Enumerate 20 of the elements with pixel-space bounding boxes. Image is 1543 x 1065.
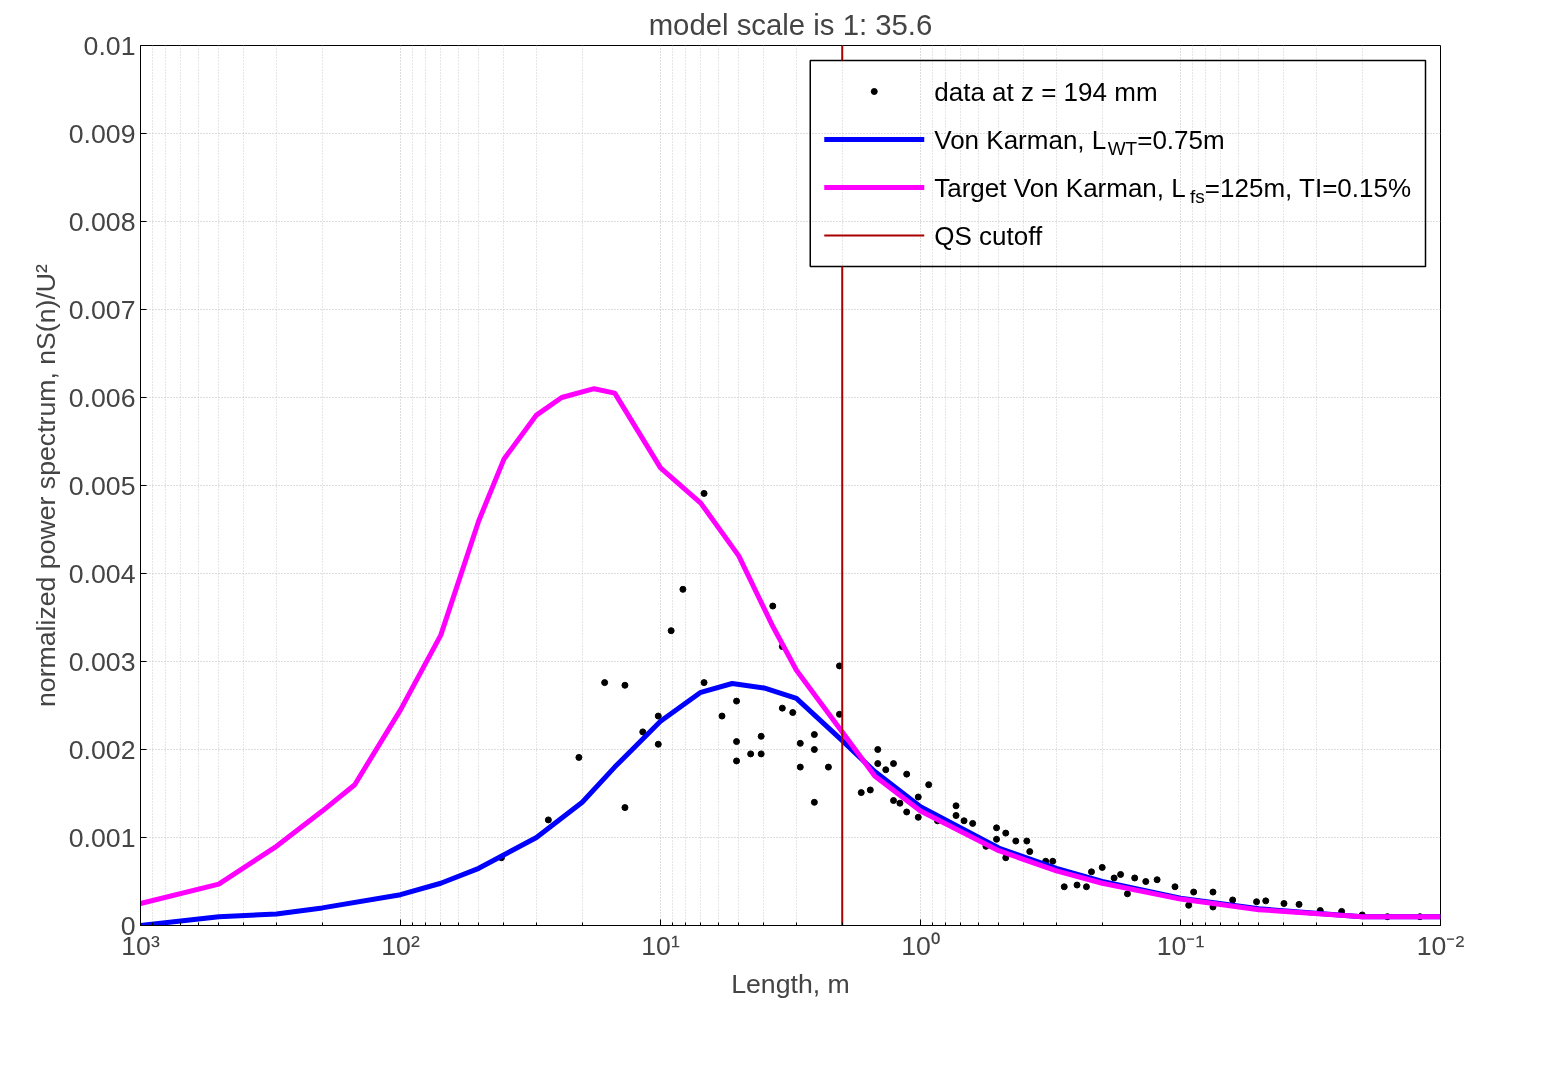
x-tick-label: 10² (381, 930, 420, 961)
y-tick-label: 0.01 (83, 30, 136, 61)
y-tick-label: 0.006 (68, 382, 136, 413)
y-tick-label: 0.009 (68, 118, 136, 149)
x-tick-label: 10¹ (641, 930, 680, 961)
x-tick-label: 10⁻¹ (1156, 930, 1205, 961)
x-axis-title: Length, m (731, 968, 850, 999)
y-tick-label: 0.001 (68, 822, 136, 853)
legend-label: QS cutoff (934, 220, 1043, 251)
y-tick-label: 0.005 (68, 470, 136, 501)
y-tick-label: 0.008 (68, 206, 136, 237)
legend-label: data at z = 194 mm (934, 76, 1158, 107)
x-tick-label: 10⁻² (1416, 930, 1465, 961)
y-axis-title: normalized power spectrum, nS(n)/U² (30, 263, 61, 707)
x-tick-label: 10⁰ (901, 930, 940, 961)
chart-title: model scale is 1: 35.6 (648, 7, 933, 41)
y-tick-label: 0.007 (68, 294, 136, 325)
y-tick-label: 0.003 (68, 646, 136, 677)
y-tick-label: 0.002 (68, 734, 136, 765)
y-tick-label: 0.004 (68, 558, 136, 589)
